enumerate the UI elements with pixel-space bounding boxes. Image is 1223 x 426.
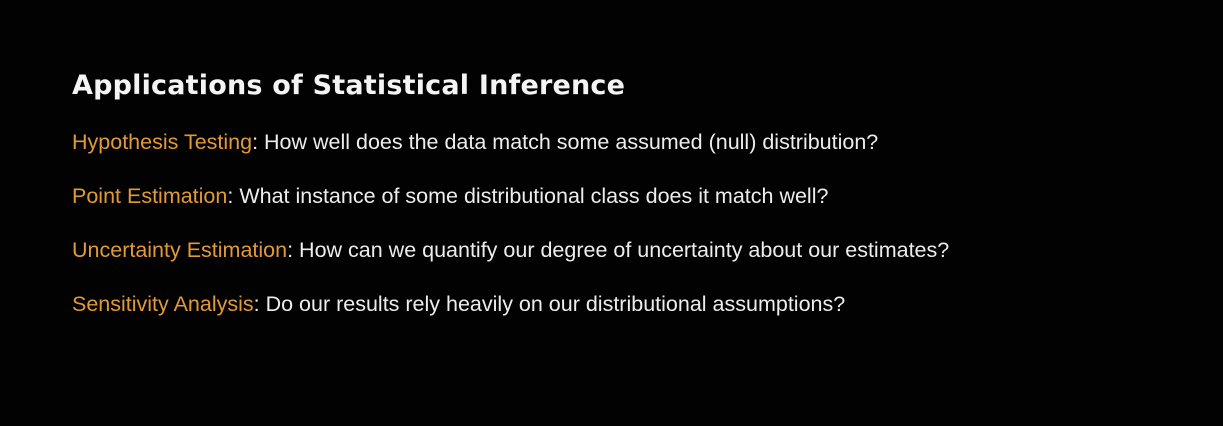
- item-separator: :: [227, 184, 234, 208]
- list-item-uncertainty-estimation: Uncertainty Estimation: How can we quant…: [72, 238, 949, 263]
- slide-title: Applications of Statistical Inference: [72, 70, 626, 101]
- item-term: Sensitivity Analysis: [72, 292, 254, 316]
- item-term: Point Estimation: [72, 184, 228, 208]
- item-separator: :: [253, 292, 260, 316]
- item-description: Do our results rely heavily on our distr…: [259, 292, 846, 316]
- item-description: How can we quantify our degree of uncert…: [293, 238, 950, 262]
- item-term: Hypothesis Testing: [72, 130, 253, 154]
- list-item-sensitivity-analysis: Sensitivity Analysis: Do our results rel…: [72, 292, 845, 317]
- list-item-hypothesis-testing: Hypothesis Testing: How well does the da…: [72, 130, 878, 155]
- item-description: What instance of some distributional cla…: [233, 184, 829, 208]
- item-term: Uncertainty Estimation: [72, 238, 288, 262]
- item-separator: :: [287, 238, 294, 262]
- item-separator: :: [252, 130, 259, 154]
- list-item-point-estimation: Point Estimation: What instance of some …: [72, 184, 828, 209]
- item-description: How well does the data match some assume…: [258, 130, 879, 154]
